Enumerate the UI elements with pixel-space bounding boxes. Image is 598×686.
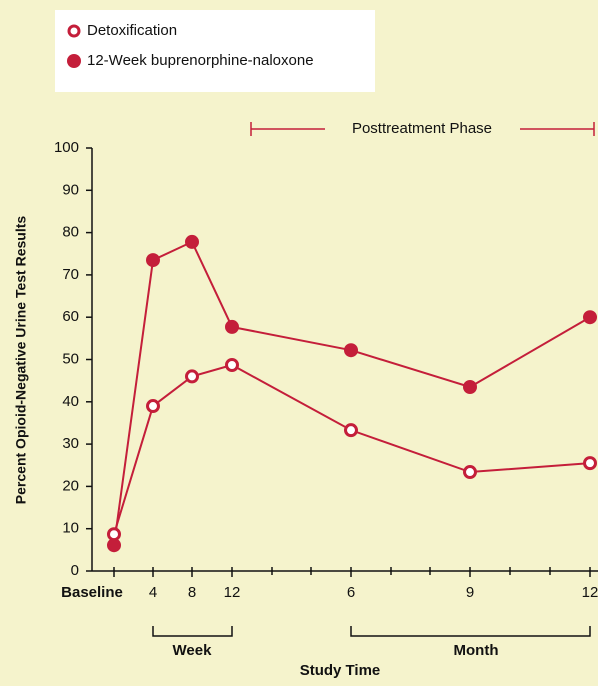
x-tick-label: 6	[347, 584, 355, 601]
data-point	[463, 465, 477, 480]
y-tick-label: 30	[62, 435, 79, 452]
month-label: Month	[454, 642, 499, 659]
x-tick-label: 4	[149, 584, 157, 601]
legend-marker	[67, 54, 81, 68]
x-tick-label: Baseline	[61, 584, 123, 601]
y-tick-label: 60	[62, 308, 79, 325]
data-point	[344, 423, 358, 438]
phase-bracket	[250, 122, 595, 136]
data-point	[107, 527, 121, 542]
legend-box	[55, 10, 375, 92]
week-label: Week	[173, 642, 213, 659]
y-tick-label: 10	[62, 520, 79, 537]
data-point	[583, 310, 597, 325]
data-point	[185, 369, 199, 384]
y-tick-label: 70	[62, 266, 79, 283]
period-brackets	[152, 626, 591, 637]
y-tick-label: 40	[62, 393, 79, 410]
data-point	[225, 357, 239, 372]
phase-label: Posttreatment Phase	[352, 120, 492, 137]
x-tick-label: 9	[466, 584, 474, 601]
legend-marker	[67, 24, 81, 38]
x-tick-label: 12	[224, 584, 241, 601]
y-tick-label: 50	[62, 350, 79, 367]
x-tick-label: 8	[188, 584, 196, 601]
data-point	[185, 234, 199, 249]
data-point	[146, 253, 160, 268]
legend-label: Detoxification	[87, 22, 177, 39]
x-tick-label: 12	[582, 584, 598, 601]
data-point	[225, 319, 239, 334]
y-tick-label: 20	[62, 477, 79, 494]
y-tick-label: 100	[54, 139, 79, 156]
x-axis-title: Study Time	[300, 662, 381, 679]
data-point	[107, 538, 121, 553]
data-point	[344, 343, 358, 358]
y-axis-title: Percent Opioid-Negative Urine Test Resul…	[13, 216, 29, 505]
data-point	[146, 399, 160, 414]
series-line	[113, 363, 591, 535]
y-tick-label: 80	[62, 224, 79, 241]
data-point	[463, 379, 477, 394]
y-tick-label: 90	[62, 181, 79, 198]
series-line	[113, 240, 591, 546]
y-tick-label: 0	[71, 562, 79, 579]
data-point	[583, 456, 597, 471]
legend-label: 12-Week buprenorphine-naloxone	[87, 52, 314, 69]
